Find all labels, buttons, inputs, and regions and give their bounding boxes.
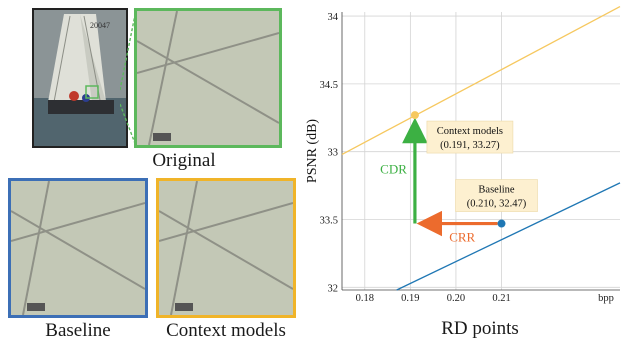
series-line bbox=[341, 6, 621, 155]
x-tick-label: 0.18 bbox=[356, 293, 374, 304]
sailboat-image: 20047 bbox=[34, 10, 126, 146]
y-tick-label: 32 bbox=[328, 283, 339, 294]
baseline-point bbox=[497, 219, 506, 228]
chart-title: RD points bbox=[441, 318, 519, 339]
x-tick-label: 0.20 bbox=[447, 293, 465, 304]
y-tick-label: 33 bbox=[328, 148, 339, 159]
baseline-annotation-box bbox=[455, 179, 538, 212]
zoomed-crop-panel bbox=[134, 8, 282, 148]
y-tick-label: 34.5 bbox=[320, 80, 338, 91]
context-models-crop-panel bbox=[156, 178, 296, 318]
context-models-annotation-name: Context models bbox=[437, 126, 503, 137]
context-models-caption: Context models bbox=[166, 320, 286, 341]
y-tick-label: 34 bbox=[328, 12, 339, 23]
baseline-crop-image bbox=[11, 181, 145, 315]
context-models-crop-image bbox=[159, 181, 293, 315]
x-axis-label: bpp bbox=[598, 293, 614, 304]
baseline-crop-panel bbox=[8, 178, 148, 318]
baseline-caption: Baseline bbox=[45, 320, 111, 341]
y-tick-label: 33.5 bbox=[320, 215, 338, 226]
y-axis-label: PSNR (dB) bbox=[305, 119, 320, 184]
context-models-annotation-value: (0.191, 33.27) bbox=[440, 140, 500, 151]
x-tick-label: 0.21 bbox=[492, 293, 510, 304]
original-caption: Original bbox=[152, 150, 216, 171]
baseline-annotation-name: Baseline bbox=[478, 185, 514, 196]
original-image-panel: 20047 bbox=[32, 8, 128, 148]
crr-label: CRR bbox=[449, 230, 475, 245]
cdr-label: CDR bbox=[380, 161, 407, 176]
context-models-annotation-box bbox=[426, 120, 514, 154]
context-models-point bbox=[410, 111, 419, 120]
zoomed-crop-image bbox=[137, 11, 279, 145]
zoom-connector-lines bbox=[120, 9, 137, 147]
x-tick-label: 0.19 bbox=[401, 293, 419, 304]
rd-chart: 0.18 0.19 0.20 0.21 32 33.5 33 34.5 34 bpp PSNR (d… bbox=[305, 6, 621, 304]
baseline-annotation-value: (0.210, 32.47) bbox=[467, 199, 527, 210]
series-line bbox=[396, 182, 621, 291]
sail-number: 20047 bbox=[90, 21, 110, 30]
